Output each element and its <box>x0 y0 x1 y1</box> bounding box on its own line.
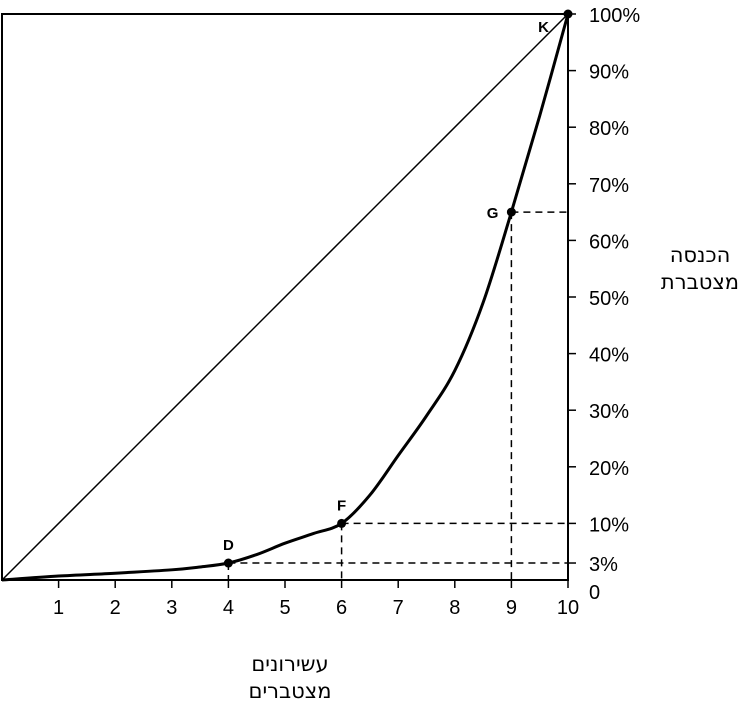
x-tick-label-3: 3 <box>166 597 177 619</box>
y-tick-label-40: 40% <box>589 345 629 367</box>
x-tick-label-8: 8 <box>449 597 460 619</box>
x-tick-label-10: 10 <box>557 597 579 619</box>
point-k-label: K <box>538 19 549 36</box>
y-tick-label-100: 100% <box>589 5 640 27</box>
y-tick-label-10: 10% <box>589 514 629 536</box>
x-tick-label-1: 1 <box>53 597 64 619</box>
y-tick-label-20: 20% <box>589 458 629 480</box>
point-d-marker <box>223 558 233 568</box>
x-tick-label-4: 4 <box>223 597 234 619</box>
y-tick-label-80: 80% <box>589 118 629 140</box>
y-tick-label-60: 60% <box>589 231 629 253</box>
x-axis-title: עשירונים מצטברים <box>210 651 370 705</box>
y-axis-title: הכנסה מצטברת <box>652 242 748 296</box>
x-tick-label-6: 6 <box>336 597 347 619</box>
point-d-label: D <box>223 537 234 554</box>
y-axis-title-line-1: הכנסה <box>669 243 731 267</box>
point-g-label: G <box>487 205 499 222</box>
y-tick-label-3: 3% <box>589 554 618 576</box>
x-axis-title-line-2: מצטברים <box>248 679 332 703</box>
y-tick-label-30: 30% <box>589 401 629 423</box>
x-tick-label-5: 5 <box>279 597 290 619</box>
equality-line <box>1 13 569 581</box>
point-g-marker <box>506 207 516 217</box>
y-tick-label-50: 50% <box>589 288 629 310</box>
x-axis-title-line-1: עשירונים <box>251 652 329 676</box>
y-tick-label-70: 70% <box>589 175 629 197</box>
x-tick-label-2: 2 <box>110 597 121 619</box>
point-k-marker <box>563 9 573 19</box>
point-f-marker <box>337 518 347 528</box>
y-tick-label-90: 90% <box>589 62 629 84</box>
y-tick-label-0: 0 <box>589 582 600 604</box>
x-tick-label-7: 7 <box>393 597 404 619</box>
y-axis-title-line-2: מצטברת <box>660 270 740 294</box>
point-f-label: F <box>337 497 346 514</box>
x-tick-label-9: 9 <box>506 597 517 619</box>
